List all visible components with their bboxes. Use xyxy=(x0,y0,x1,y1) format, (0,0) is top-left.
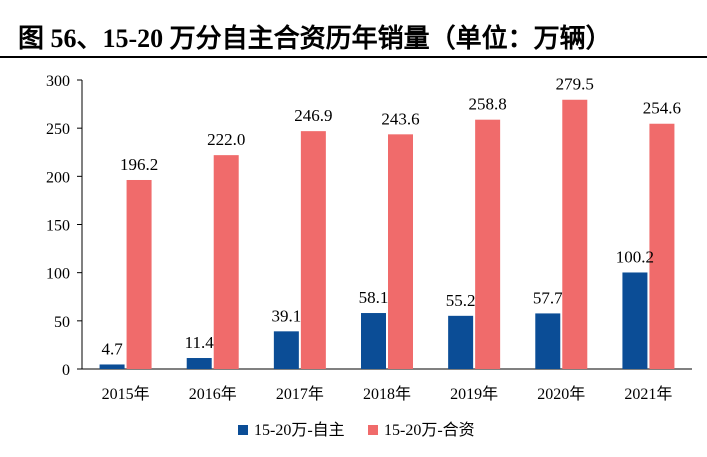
data-label-self: 58.1 xyxy=(359,288,389,307)
x-tick-label: 2018年 xyxy=(363,385,411,403)
bar-jv xyxy=(300,131,326,369)
data-label-jv: 222.0 xyxy=(207,130,245,149)
data-label-self: 57.7 xyxy=(533,288,563,307)
x-axis-labels: 2015年 2016年 2017年 2018年 2019年 2020年 2021年 xyxy=(102,385,673,403)
x-tick-label: 2015年 xyxy=(102,385,150,403)
legend-label-jv: 15-20万-合资 xyxy=(384,421,475,439)
bar-jv xyxy=(562,99,588,369)
bar-self xyxy=(535,313,561,369)
bars-layer xyxy=(99,99,675,369)
bar-jv xyxy=(649,123,675,369)
y-tick-label: 50 xyxy=(54,314,70,331)
data-label-self: 4.7 xyxy=(101,339,123,358)
data-label-jv: 243.6 xyxy=(381,109,419,128)
x-tick-label: 2019年 xyxy=(450,385,498,403)
bar-jv xyxy=(475,119,501,369)
x-tick-label: 2016年 xyxy=(189,385,237,403)
y-tick-label: 250 xyxy=(46,121,70,138)
legend-swatch-self xyxy=(238,425,248,435)
chart-title: 图 56、15-20 万分自主合资历年销量（单位：万辆） xyxy=(18,23,612,53)
legend: 15-20万-自主 15-20万-合资 xyxy=(238,421,475,439)
data-label-jv: 258.8 xyxy=(469,95,507,114)
y-tick-label: 300 xyxy=(46,73,70,90)
y-tick-label: 150 xyxy=(46,218,70,235)
data-label-jv: 279.5 xyxy=(556,75,594,94)
data-label-self: 11.4 xyxy=(185,333,215,352)
x-tick-label: 2017年 xyxy=(276,385,324,403)
bar-jv xyxy=(388,134,413,369)
y-tick-label: 100 xyxy=(46,266,70,283)
bar-self xyxy=(448,315,474,369)
data-label-jv: 246.9 xyxy=(294,106,332,125)
data-labels-layer: 4.7 196.2 11.4 222.0 39.1 246.9 58.1 243.6 55.2 2… xyxy=(101,75,681,359)
bar-self xyxy=(273,331,299,369)
data-label-self: 55.2 xyxy=(446,291,476,310)
legend-swatch-jv xyxy=(368,425,378,435)
bar-self xyxy=(99,364,125,369)
data-label-jv: 254.6 xyxy=(643,99,681,118)
x-tick-label: 2021年 xyxy=(624,385,672,403)
x-tick-label: 2020年 xyxy=(537,385,585,403)
y-tick-label: 200 xyxy=(46,169,70,186)
bar-self xyxy=(622,272,648,369)
bar-self xyxy=(361,313,386,369)
legend-label-self: 15-20万-自主 xyxy=(254,421,345,439)
data-label-self: 39.1 xyxy=(271,306,301,325)
data-label-self: 100.2 xyxy=(616,247,654,266)
bar-self xyxy=(186,358,212,369)
bar-jv xyxy=(126,179,152,369)
data-label-jv: 196.2 xyxy=(120,155,158,174)
y-axis-ticks: 0 50 100 150 200 250 300 xyxy=(46,73,82,379)
y-tick-label: 0 xyxy=(62,362,70,379)
bar-jv xyxy=(213,155,239,369)
